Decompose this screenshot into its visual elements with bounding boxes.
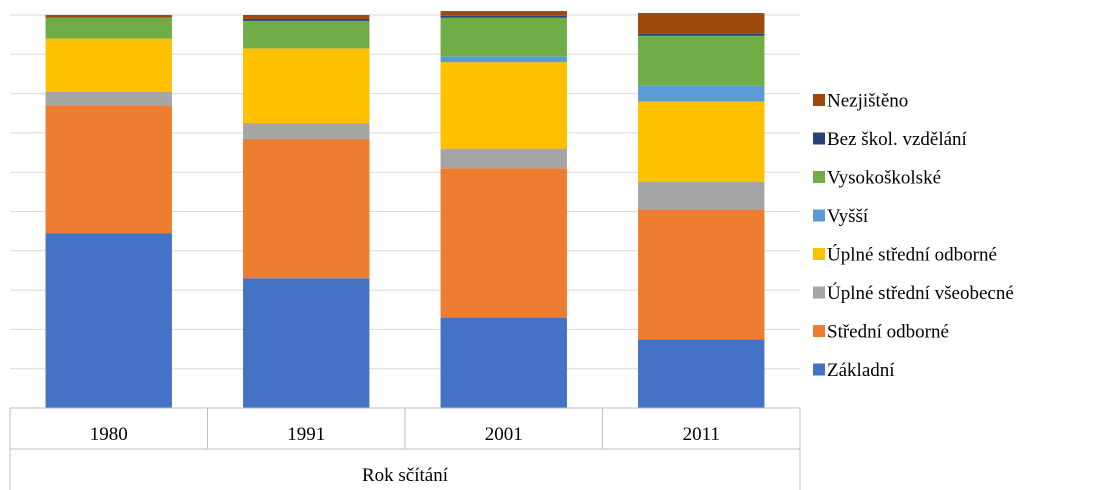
legend-label: Úplné střední všeobecné xyxy=(827,282,1014,304)
legend-swatch xyxy=(813,286,825,299)
bar-segment xyxy=(243,15,370,19)
legend-item: Úplné střední všeobecné xyxy=(813,282,1014,304)
bar-stack-2011 xyxy=(638,13,765,408)
legend-label: Vysokoškolské xyxy=(827,168,941,189)
legend-item: Úplné střední odborné xyxy=(813,244,997,266)
bar-stack-1991 xyxy=(243,15,370,408)
bar-segment xyxy=(45,91,172,106)
legend-swatch xyxy=(813,171,825,183)
x-tick-label: 2011 xyxy=(683,424,720,445)
bar-stack-1980 xyxy=(45,15,172,408)
bar-segment xyxy=(638,13,765,34)
bar-segment xyxy=(440,11,567,16)
bar-segment xyxy=(440,56,567,63)
legend-label: Základní xyxy=(827,360,895,381)
bar-segment xyxy=(243,18,370,21)
legend-item: Vyšší xyxy=(813,206,869,227)
bar-segment xyxy=(440,17,567,57)
bar-segment xyxy=(638,182,765,210)
bar-segment xyxy=(638,209,765,340)
legend-item: Bez škol. vzdělání xyxy=(813,129,968,150)
legend-label: Bez škol. vzdělání xyxy=(827,129,968,150)
x-tick-label: 2001 xyxy=(485,424,523,445)
bar-segment xyxy=(638,85,765,102)
legend-swatch xyxy=(813,363,825,376)
bar-segment xyxy=(638,33,765,36)
legend-item: Vysokoškolské xyxy=(813,168,941,189)
bar-stacks xyxy=(45,11,765,408)
bar-segment xyxy=(243,138,370,279)
bar-segment xyxy=(45,233,172,408)
bar-segment xyxy=(45,15,172,18)
category-axis: 1980 1991 2001 2011 xyxy=(9,407,801,490)
x-tick-label: 1980 xyxy=(90,424,128,445)
legend-label: Vyšší xyxy=(827,206,869,227)
bar-segment xyxy=(638,339,765,408)
bar-segment xyxy=(638,35,765,86)
bar-segment xyxy=(45,105,172,234)
bar-segment xyxy=(638,101,765,183)
bar-segment xyxy=(440,317,567,408)
legend-label: Úplné střední odborné xyxy=(827,244,997,266)
bar-segment xyxy=(440,168,567,318)
bar-segment xyxy=(45,17,172,39)
legend-swatch xyxy=(813,132,825,145)
bar-segment xyxy=(243,278,370,408)
legend-item: Základní xyxy=(813,360,895,381)
legend-label: Nezjištěno xyxy=(827,91,908,112)
x-tick-label: 1991 xyxy=(287,424,325,445)
bar-segment xyxy=(243,20,370,49)
legend-item: Nezjištěno xyxy=(813,91,908,112)
bar-segment xyxy=(45,38,172,92)
x-axis-title: Rok sčítání xyxy=(362,465,449,486)
bar-stack-2001 xyxy=(440,11,567,408)
bar-segment xyxy=(440,15,567,18)
legend-swatch xyxy=(813,94,825,106)
legend: Nezjištěno Bez škol. vzdělání Vysokoškolsk… xyxy=(813,91,1014,381)
legend-swatch xyxy=(813,209,825,222)
legend-swatch xyxy=(813,248,825,260)
bar-segment xyxy=(243,48,370,124)
bar-segment xyxy=(243,123,370,139)
legend-item: Střední odborné xyxy=(813,322,949,343)
legend-swatch xyxy=(813,325,825,337)
legend-label: Střední odborné xyxy=(827,322,949,343)
bar-segment xyxy=(440,148,567,169)
bar-segment xyxy=(440,62,567,149)
